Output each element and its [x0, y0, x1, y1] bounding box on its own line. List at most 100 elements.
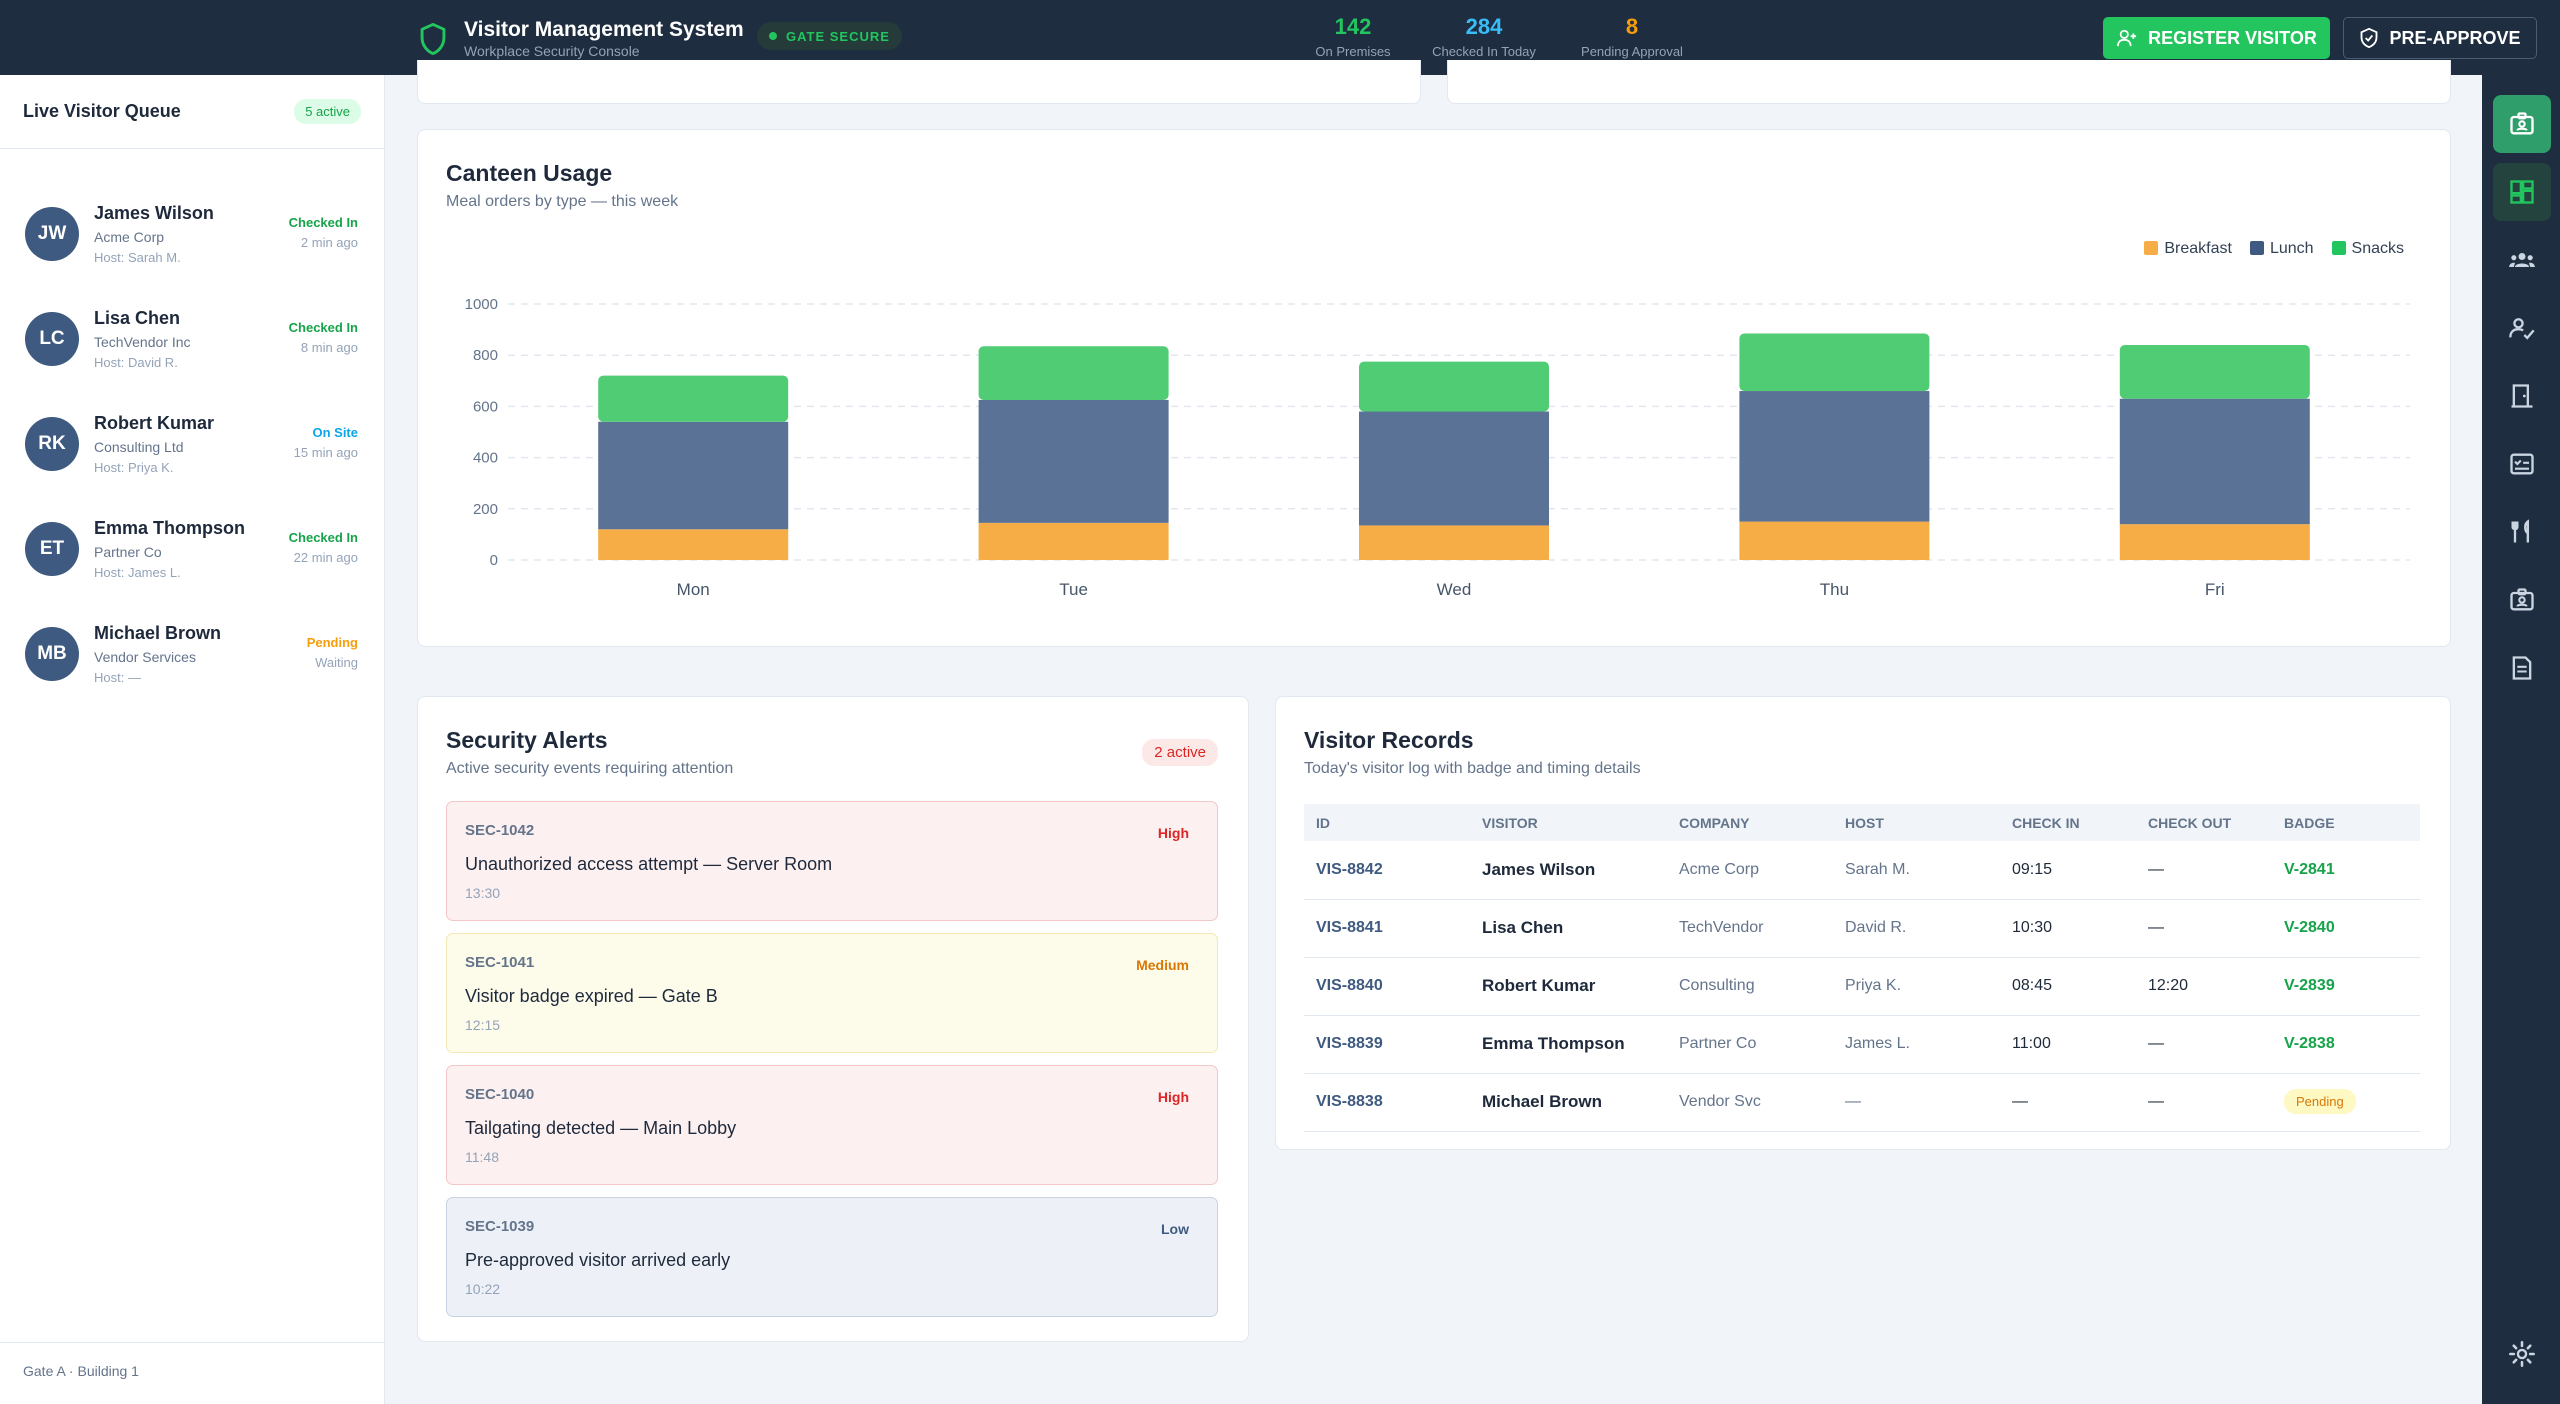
nav-logs[interactable] [2493, 435, 2551, 493]
gate-status-badge: GATE SECURE [757, 22, 902, 50]
visitor-status: Checked In [288, 215, 358, 230]
bar-breakfast [1739, 521, 1930, 560]
column-header[interactable]: BADGE [2272, 804, 2420, 841]
record-host: Sarah M. [1833, 841, 2000, 900]
x-tick-label: Mon [677, 580, 710, 599]
x-tick-label: Thu [1820, 580, 1849, 599]
y-tick-label: 0 [490, 552, 498, 569]
record-id[interactable]: VIS-8840 [1304, 957, 1470, 1016]
nav-settings[interactable] [2493, 1325, 2551, 1383]
visitor-host: Host: David R. [94, 355, 178, 370]
nav-badges[interactable] [2493, 571, 2551, 629]
bar-breakfast [978, 522, 1169, 560]
visitor-host: Host: Priya K. [94, 460, 174, 475]
nav-building[interactable] [2493, 367, 2551, 425]
nav-canteen[interactable] [2493, 503, 2551, 561]
queue-count-badge: 5 active [294, 99, 361, 124]
visitor-company: Consulting Ltd [94, 439, 184, 455]
app-title: Visitor Management System [464, 18, 744, 41]
checklist-icon [2510, 453, 2534, 475]
nav-dashboard[interactable] [2493, 163, 2551, 221]
status-dot-icon [769, 32, 777, 40]
queue-item[interactable]: MB Michael Brown Vendor Services Host: —… [0, 601, 385, 706]
column-header[interactable]: CHECK IN [2000, 804, 2136, 841]
group-icon [2509, 253, 2535, 267]
dashboard-icon [2510, 180, 2534, 204]
record-id[interactable]: VIS-8838 [1304, 1073, 1470, 1132]
column-header[interactable]: COMPANY [1667, 804, 1833, 841]
shield-check-icon [2361, 27, 2378, 49]
y-tick-label: 1000 [465, 296, 498, 313]
alert-item[interactable]: SEC-1042 High Unauthorized access attemp… [446, 801, 1218, 921]
visitor-time: 15 min ago [293, 445, 358, 460]
alert-time: 13:30 [465, 885, 501, 901]
column-header[interactable]: ID [1304, 804, 1470, 841]
queue-item[interactable]: JW James Wilson Acme Corp Host: Sarah M.… [0, 181, 385, 286]
column-header[interactable]: CHECK OUT [2136, 804, 2272, 841]
bar-breakfast [2119, 524, 2310, 560]
record-id[interactable]: VIS-8841 [1304, 899, 1470, 958]
canteen-icon [2511, 519, 2529, 543]
record-badge: V-2839 [2272, 957, 2420, 1016]
queue-item[interactable]: LC Lisa Chen TechVendor Inc Host: David … [0, 286, 385, 391]
register-visitor-button[interactable]: REGISTER VISITOR [2103, 17, 2330, 59]
pre-approve-button[interactable]: PRE-APPROVE [2343, 17, 2537, 59]
alerts-count-badge: 2 active [1142, 739, 1218, 766]
visitor-company: Partner Co [94, 544, 162, 560]
alert-item[interactable]: SEC-1040 High Tailgating detected — Main… [446, 1065, 1218, 1185]
record-host: David R. [1833, 899, 2000, 958]
record-company: Partner Co [1667, 1015, 1833, 1074]
column-header[interactable]: VISITOR [1470, 804, 1667, 841]
avatar: LC [25, 312, 79, 366]
app-subtitle: Workplace Security Console [464, 43, 640, 59]
record-visitor: James Wilson [1470, 841, 1667, 900]
nav-reports[interactable] [2493, 639, 2551, 697]
record-badge: V-2840 [2272, 899, 2420, 958]
visitor-time: Waiting [315, 655, 358, 670]
visitor-status: Checked In [288, 320, 358, 335]
table-row[interactable]: VIS-8840 Robert Kumar Consulting Priya K… [1304, 957, 2420, 1016]
x-tick-label: Tue [1059, 580, 1088, 599]
visitor-time: 22 min ago [293, 550, 358, 565]
avatar: MB [25, 627, 79, 681]
nav-visitors[interactable] [2493, 231, 2551, 289]
bar-snacks [978, 346, 1169, 400]
alert-item[interactable]: SEC-1039 Low Pre-approved visitor arrive… [446, 1197, 1218, 1317]
alert-time: 11:48 [465, 1149, 499, 1165]
legend-label: Lunch [2269, 240, 2314, 257]
visitor-name: James Wilson [94, 203, 214, 223]
table-row[interactable]: VIS-8842 James Wilson Acme Corp Sarah M.… [1304, 841, 2420, 900]
bar-lunch [978, 400, 1169, 523]
alert-item[interactable]: SEC-1041 Medium Visitor badge expired — … [446, 933, 1218, 1053]
y-tick-label: 200 [473, 501, 498, 518]
visitor-company: Acme Corp [94, 229, 165, 245]
visitor-company: Vendor Services [94, 649, 196, 665]
record-id[interactable]: VIS-8839 [1304, 1015, 1470, 1074]
table-row[interactable]: VIS-8841 Lisa Chen TechVendor David R. 1… [1304, 899, 2420, 958]
visitor-status: Checked In [288, 530, 358, 545]
visitor-time: 2 min ago [300, 235, 358, 250]
visitor-status: On Site [312, 425, 358, 440]
legend-swatch [2249, 241, 2264, 255]
bar-snacks [1359, 361, 1549, 412]
stat-label: On Premises [1315, 44, 1391, 59]
alert-severity: High [1157, 825, 1189, 841]
alerts-title: Security Alerts [446, 727, 608, 753]
table-row[interactable]: VIS-8838 Michael Brown Vendor Svc — — — … [1304, 1073, 2420, 1132]
avatar: ET [25, 522, 79, 576]
approval-icon [2509, 318, 2535, 340]
visitor-host: Host: Sarah M. [94, 250, 181, 265]
queue-item[interactable]: RK Robert Kumar Consulting Ltd Host: Pri… [0, 391, 385, 496]
table-header-row: ID VISITOR COMPANY HOST CHECK IN CHECK O… [1304, 804, 2420, 841]
table-row[interactable]: VIS-8839 Emma Thompson Partner Co James … [1304, 1015, 2420, 1074]
nav-approvals[interactable] [2493, 299, 2551, 357]
bar-lunch [1359, 411, 1549, 526]
record-check-in: 08:45 [2000, 957, 2136, 1016]
legend-label: Snacks [2351, 240, 2404, 257]
y-tick-label: 400 [473, 450, 498, 467]
scrolled-card-right [1447, 60, 2451, 104]
column-header[interactable]: HOST [1833, 804, 2000, 841]
nav-visitor-badge[interactable] [2493, 95, 2551, 153]
record-id[interactable]: VIS-8842 [1304, 841, 1470, 900]
queue-item[interactable]: ET Emma Thompson Partner Co Host: James … [0, 496, 385, 601]
